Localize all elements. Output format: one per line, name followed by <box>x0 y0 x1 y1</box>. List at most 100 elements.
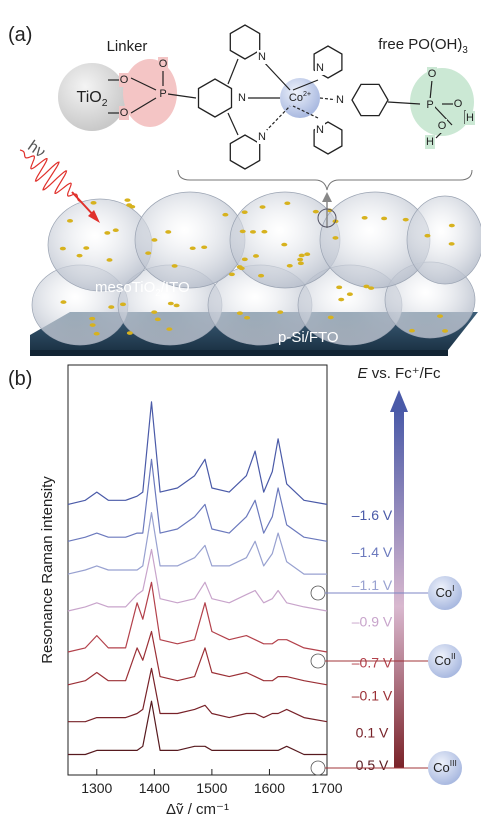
atom-label: N <box>336 94 344 106</box>
dye-dot <box>368 286 375 290</box>
y-axis-label: Resonance Raman intensity <box>39 476 56 664</box>
spectrum-line <box>68 700 327 756</box>
potential-label: –1.4 V <box>352 544 393 560</box>
spectrum-line <box>67 630 328 686</box>
spectrum-line <box>67 548 328 612</box>
x-tick-label-part: 1300 <box>81 780 112 796</box>
e-arrow-head <box>390 390 408 412</box>
atom-label: N <box>316 124 324 136</box>
atom-bg <box>315 61 325 75</box>
x-tick-label: 1500 <box>196 780 227 796</box>
co-ball <box>428 576 462 610</box>
dye-dot <box>297 261 304 266</box>
atom-label: N <box>238 92 246 104</box>
dye-dot <box>442 329 449 333</box>
co-label-part: I <box>452 583 454 593</box>
free-group-bg <box>410 68 474 136</box>
dye-dot <box>165 230 172 234</box>
atom-label: O <box>120 74 129 86</box>
tio2-label-part: 2 <box>102 98 108 109</box>
dye-dot <box>173 303 180 308</box>
meso-label: mesoTiO2/ITO <box>95 279 190 299</box>
dye-dot <box>312 209 319 214</box>
dye-dot <box>201 245 208 250</box>
atom-bg <box>425 135 435 149</box>
bond <box>261 59 291 91</box>
atom-bg <box>437 119 447 133</box>
trace-marker <box>310 760 326 776</box>
atom-label-part: O <box>428 68 437 80</box>
free-group-label: free PO(OH)3 <box>378 36 468 56</box>
potential-label: –0.7 V <box>352 655 393 671</box>
bond <box>292 79 319 91</box>
linker-bg <box>123 59 177 127</box>
dye-dot <box>381 216 388 221</box>
free-group-label-part: free PO(OH) <box>378 36 462 53</box>
atom-label-part: N <box>336 94 344 106</box>
cobalt-label-part: Co <box>289 92 303 104</box>
linker-label: Linker <box>107 38 148 55</box>
dye-dot <box>166 327 173 331</box>
co-ball <box>428 751 462 785</box>
trace-marker <box>310 653 326 669</box>
x-tick-label: 1400 <box>139 780 170 796</box>
potential-label: –0.9 V <box>352 614 393 630</box>
bond <box>429 79 433 101</box>
atom-label: O <box>120 107 129 119</box>
co-ball <box>428 644 462 678</box>
dye-dot <box>281 242 288 247</box>
atom-label-part: O <box>159 58 168 70</box>
spectrum-line <box>68 667 328 723</box>
bond <box>433 105 453 126</box>
plot-frame <box>67 364 328 776</box>
x-tick-label-part: 1600 <box>254 780 285 796</box>
co-label: CoII <box>434 651 455 668</box>
atom-bg <box>119 73 129 87</box>
dye-dot <box>241 257 248 262</box>
dye-dot <box>104 231 111 235</box>
ring <box>229 24 261 60</box>
dye-dot <box>124 198 131 202</box>
atom-label: O <box>454 98 463 110</box>
dye-dot <box>241 210 248 214</box>
spectrum-line <box>67 512 327 575</box>
dye-dot <box>286 263 293 268</box>
panel-tag-part: (b) <box>8 368 32 390</box>
atom-bg <box>257 50 267 64</box>
meso-label-part: 2 <box>155 288 160 299</box>
dye-dot <box>424 233 431 238</box>
dye-dot <box>448 223 455 228</box>
x-tick-label-part: 1400 <box>139 780 170 796</box>
atom-bg <box>237 91 247 105</box>
dye-dot <box>346 292 353 296</box>
panel-tag: (a) <box>8 24 32 46</box>
atom-label: H <box>426 136 434 148</box>
dye-dot <box>402 217 409 222</box>
ring <box>313 121 343 155</box>
light-arrowhead <box>88 210 100 223</box>
light-wave <box>19 149 83 203</box>
dye-dot <box>298 253 305 258</box>
dye-dot <box>67 219 74 223</box>
dye-dot <box>151 310 158 314</box>
dye-dot <box>258 273 265 278</box>
x-tick-label: 1300 <box>81 780 112 796</box>
light-label: hν <box>24 138 48 162</box>
dye-dot <box>448 242 455 246</box>
ring <box>197 78 233 118</box>
dye-dot <box>126 203 133 207</box>
substrate-label: p-Si/FTO <box>278 329 339 346</box>
atom-label-part: P <box>159 88 166 100</box>
atom-bg <box>315 123 325 137</box>
x-axis-label-part: Δṽ / cm⁻¹ <box>166 801 229 818</box>
atom-label-part: O <box>120 74 129 86</box>
atom-bg <box>119 106 129 120</box>
dye-dot <box>277 310 284 314</box>
dye-dot <box>167 301 174 306</box>
dye-dot <box>106 258 113 262</box>
cobalt-ball <box>280 78 320 118</box>
atom-bg <box>425 98 435 112</box>
substrate-label-part: p-Si/FTO <box>278 329 339 346</box>
atom-label: N <box>258 51 266 63</box>
atom-label-part: N <box>316 124 324 136</box>
